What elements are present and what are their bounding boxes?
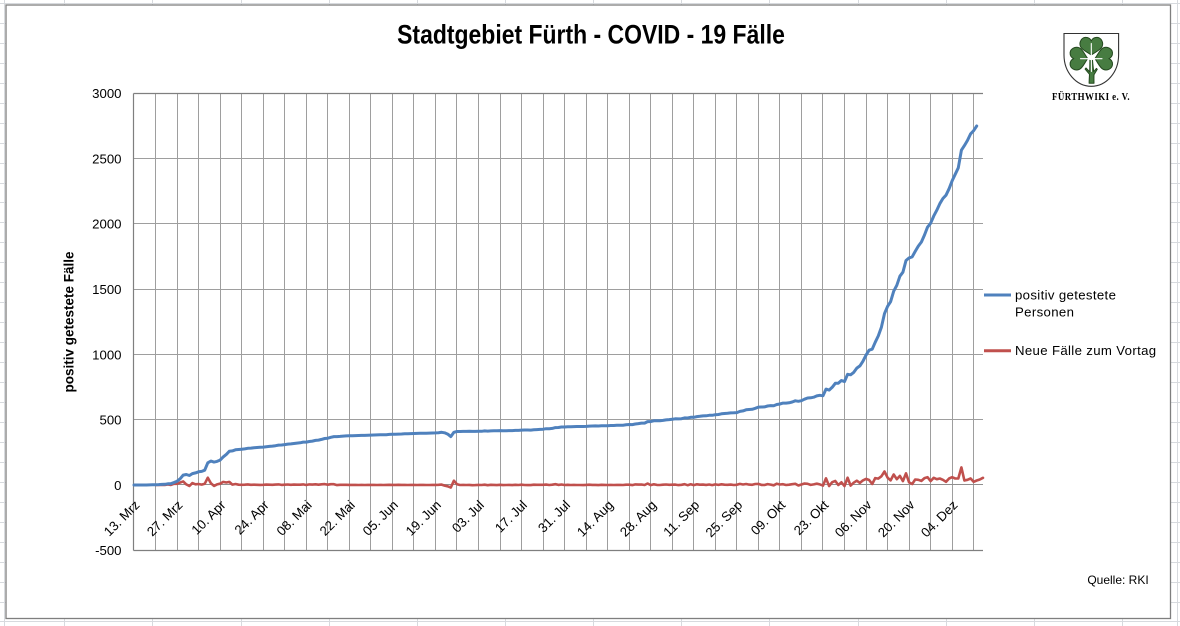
svg-text:2000: 2000 [92,217,121,232]
svg-text:Quelle: RKI: Quelle: RKI [1087,573,1148,587]
svg-text:500: 500 [99,413,121,428]
svg-text:positiv getestete: positiv getestete [1015,288,1116,303]
svg-text:1000: 1000 [92,347,121,362]
svg-text:3000: 3000 [92,86,121,101]
svg-text:Neue Fälle zum Vortag: Neue Fälle zum Vortag [1015,343,1157,358]
svg-text:positiv getestete Fälle: positiv getestete Fälle [62,251,77,393]
svg-text:2500: 2500 [92,152,121,167]
svg-text:FÜRTHWIKI e. V.: FÜRTHWIKI e. V. [1052,89,1130,103]
svg-text:Personen: Personen [1015,305,1074,320]
svg-text:-500: -500 [95,543,121,558]
svg-text:1500: 1500 [92,282,121,297]
svg-text:Stadtgebiet Fürth - COVID - 19: Stadtgebiet Fürth - COVID - 19 Fälle [397,20,785,50]
svg-text:0: 0 [114,478,121,493]
